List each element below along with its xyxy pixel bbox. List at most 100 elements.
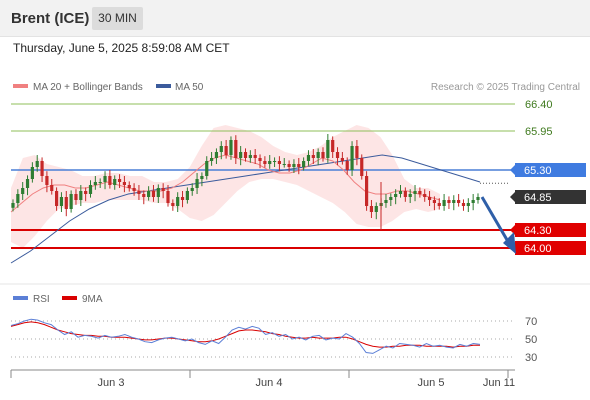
candle-body (113, 179, 117, 185)
legend-ma50-swatch (156, 84, 171, 88)
candle-body (258, 158, 262, 161)
level-box-3 (515, 190, 586, 204)
rsi-ma9-line (10, 321, 480, 348)
candle-body (476, 197, 480, 200)
candle-body (403, 191, 407, 197)
candle-body (93, 182, 97, 185)
forecast-arrow-line (480, 196, 512, 246)
rsi-tick-30: 30 (525, 352, 537, 364)
level-label-0: 66.40 (525, 99, 553, 111)
candle-body (161, 188, 165, 191)
candle-body (272, 161, 277, 162)
legend-ma20-label: MA 20 + Bollinger Bands (33, 82, 143, 93)
ma50-line (10, 154, 481, 264)
candle-body (74, 194, 78, 200)
timestamp: Thursday, June 5, 2025 8:59:08 AM CET (13, 41, 230, 55)
candle-body (50, 185, 54, 191)
candle-body (79, 191, 83, 200)
candle-body (369, 206, 374, 212)
candle-body (374, 206, 378, 212)
legend-ma20-swatch (13, 84, 28, 88)
candle-body (69, 194, 73, 209)
candle-body (151, 191, 156, 197)
candle-body (316, 152, 320, 158)
candle-body (471, 200, 475, 203)
candle-body (384, 200, 388, 203)
candle-body (108, 176, 112, 185)
candle-body (137, 191, 141, 194)
candle-body (171, 203, 175, 206)
candle-body (268, 161, 272, 164)
instrument-title: Brent (ICE) (11, 10, 90, 27)
candle-body (277, 161, 282, 164)
rsi-tick-50: 50 (525, 334, 537, 346)
timeframe-button[interactable]: 30 MIN (92, 7, 143, 30)
rsi-tick-70: 70 (525, 316, 537, 328)
candle-body (21, 188, 25, 194)
candle-body (437, 203, 441, 206)
legend-rsi-swatch (13, 296, 28, 300)
candle-body (394, 194, 398, 197)
x-label-1: Jun 4 (256, 377, 283, 389)
candle-body (98, 182, 102, 183)
candle-body (127, 185, 131, 188)
legend-9ma-label: 9MA (82, 294, 103, 305)
candle-body (219, 146, 223, 152)
level-label-3: 64.85 (524, 192, 552, 204)
level-label-4: 64.30 (524, 225, 552, 237)
candle-body (40, 161, 44, 176)
level-label-5: 64.00 (524, 243, 552, 255)
candle-body (340, 158, 344, 161)
candle-body (355, 146, 359, 158)
level-label-1: 65.95 (525, 126, 553, 138)
candle-body (306, 155, 311, 161)
candle-body (447, 200, 451, 203)
candle-body (360, 158, 364, 176)
candle-body (176, 197, 180, 206)
level-box-5 (515, 241, 586, 255)
legend-rsi-label: RSI (33, 294, 50, 305)
candle-body (335, 152, 340, 158)
level-box-2 (515, 163, 586, 177)
forecast-arrow-head (503, 232, 516, 254)
candle-body (117, 179, 122, 182)
candle-body (248, 155, 252, 158)
chart-header: Brent (ICE) 30 MIN (0, 0, 590, 37)
candle-body (297, 164, 301, 167)
candle-body (418, 191, 422, 194)
candle-body (25, 179, 30, 188)
candle-body (200, 176, 204, 179)
candle-body (287, 164, 291, 167)
watermark: Research © 2025 Trading Central (431, 82, 580, 93)
x-label-0: Jun 3 (98, 377, 125, 389)
rsi-line (10, 318, 481, 354)
candle-body (389, 197, 393, 200)
candle-body (321, 152, 325, 158)
candle-body (442, 200, 446, 206)
level-box-tip-2 (510, 165, 515, 175)
candle-body (147, 191, 151, 197)
candle-body (185, 191, 189, 200)
candle-body (132, 188, 136, 191)
candle-body (243, 152, 248, 158)
candle-body (59, 197, 64, 206)
candle-body (224, 146, 228, 155)
candle-body (350, 146, 354, 170)
candle-body (11, 203, 15, 208)
candle-body (331, 140, 335, 152)
candle-body (466, 203, 470, 206)
candle-body (88, 185, 93, 194)
candle-body (156, 188, 160, 197)
candle-body (326, 140, 330, 158)
candle-body (166, 191, 170, 203)
level-label-2: 65.30 (524, 165, 552, 177)
candle-body (282, 164, 286, 165)
candle-body (461, 203, 466, 206)
level-box-tip-3 (510, 192, 515, 202)
candle-body (345, 161, 349, 170)
candle-body (239, 152, 243, 158)
candle-body (263, 161, 267, 164)
candle-body (229, 140, 233, 155)
x-label-2: Jun 5 (418, 377, 445, 389)
